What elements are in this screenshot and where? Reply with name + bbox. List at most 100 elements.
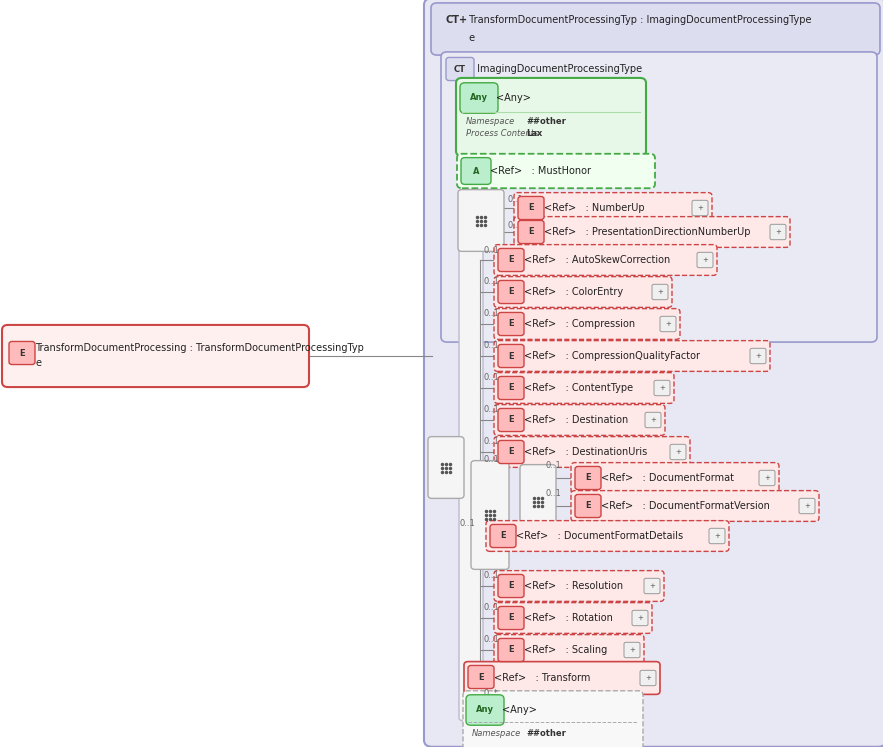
FancyBboxPatch shape [9,341,35,365]
Text: <Ref>   : DestinationUris: <Ref> : DestinationUris [524,447,647,457]
Text: +: + [755,353,761,359]
Text: E: E [528,203,534,212]
FancyBboxPatch shape [486,521,729,551]
Text: E: E [500,532,506,541]
FancyBboxPatch shape [466,695,504,725]
Text: <Any>: <Any> [496,93,531,103]
Text: E: E [509,255,514,264]
Text: 0..1: 0..1 [484,571,500,580]
Text: E: E [528,228,534,237]
FancyBboxPatch shape [498,607,524,630]
FancyBboxPatch shape [520,465,556,539]
Text: 0..1: 0..1 [484,277,500,287]
FancyBboxPatch shape [759,471,775,486]
FancyBboxPatch shape [471,461,509,569]
Text: <Ref>   : Destination: <Ref> : Destination [524,415,628,425]
Text: CT+: CT+ [445,15,467,25]
FancyBboxPatch shape [457,154,655,188]
Text: E: E [509,645,514,654]
Text: <Ref>   : Resolution: <Ref> : Resolution [524,581,623,591]
Text: E: E [509,288,514,297]
Text: <Ref>   : Compression: <Ref> : Compression [524,319,635,329]
Text: ##other: ##other [526,728,566,737]
FancyBboxPatch shape [424,0,883,747]
FancyBboxPatch shape [498,249,524,272]
Text: <Ref>   : Scaling: <Ref> : Scaling [524,645,608,655]
FancyBboxPatch shape [514,217,790,247]
Text: E: E [509,415,514,424]
Text: E: E [509,320,514,329]
FancyBboxPatch shape [494,309,680,339]
FancyBboxPatch shape [498,312,524,335]
Text: +: + [804,503,810,509]
FancyBboxPatch shape [459,246,483,721]
Text: E: E [509,352,514,361]
FancyBboxPatch shape [460,83,498,114]
Text: E: E [509,613,514,622]
Text: E: E [585,474,591,483]
FancyBboxPatch shape [498,574,524,598]
Text: +: + [714,533,720,539]
Text: 0..1: 0..1 [484,438,500,447]
FancyBboxPatch shape [654,380,670,396]
FancyBboxPatch shape [692,200,708,216]
Text: <Ref>   : PresentationDirectionNumberUp: <Ref> : PresentationDirectionNumberUp [544,227,751,237]
FancyBboxPatch shape [645,412,661,428]
FancyBboxPatch shape [494,571,664,601]
Text: 0..1: 0..1 [484,636,500,645]
Text: 0..1: 0..1 [460,519,476,528]
FancyBboxPatch shape [632,610,648,626]
FancyBboxPatch shape [571,491,819,521]
Text: +: + [650,417,656,423]
Text: +: + [764,475,770,481]
Text: +: + [675,449,681,455]
Text: <Ref>   : DocumentFormatVersion: <Ref> : DocumentFormatVersion [601,501,770,511]
Text: TransformDocumentProcessingTyp : ImagingDocumentProcessingType: TransformDocumentProcessingTyp : Imaging… [466,15,811,25]
FancyBboxPatch shape [490,524,516,548]
FancyBboxPatch shape [498,409,524,432]
FancyBboxPatch shape [498,441,524,464]
FancyBboxPatch shape [799,498,815,514]
Text: E: E [509,447,514,456]
FancyBboxPatch shape [458,190,504,252]
Text: +: + [637,615,643,621]
FancyBboxPatch shape [494,244,717,276]
Text: 0..*: 0..* [484,689,499,698]
Text: <Ref>   : CompressionQualityFactor: <Ref> : CompressionQualityFactor [524,351,700,361]
Text: 0..1: 0..1 [484,309,500,318]
Text: <Ref>   : ContentType: <Ref> : ContentType [524,383,633,393]
Text: TransformDocumentProcessing : TransformDocumentProcessingTyp: TransformDocumentProcessing : TransformD… [35,343,364,353]
FancyBboxPatch shape [494,436,690,468]
Text: +: + [702,257,708,263]
Text: +: + [665,321,671,327]
FancyBboxPatch shape [463,691,643,747]
FancyBboxPatch shape [468,666,494,689]
Text: Any: Any [476,705,494,714]
FancyBboxPatch shape [494,373,674,403]
FancyBboxPatch shape [498,376,524,400]
Text: +: + [659,385,665,391]
FancyBboxPatch shape [518,220,544,244]
Text: e: e [466,33,475,43]
Text: <Ref>   : NumberUp: <Ref> : NumberUp [544,203,645,213]
Text: Namespace: Namespace [472,728,521,737]
Text: <Ref>   : DocumentFormatDetails: <Ref> : DocumentFormatDetails [516,531,683,541]
FancyBboxPatch shape [446,58,474,81]
Text: <Ref>   : ColorEntry: <Ref> : ColorEntry [524,287,623,297]
FancyBboxPatch shape [644,578,660,594]
FancyBboxPatch shape [494,635,644,666]
FancyBboxPatch shape [518,196,544,220]
FancyBboxPatch shape [571,462,779,493]
FancyBboxPatch shape [431,3,880,55]
Text: +: + [657,289,663,295]
Text: +: + [775,229,781,235]
FancyBboxPatch shape [514,193,712,223]
FancyBboxPatch shape [456,78,646,156]
Text: CT: CT [454,64,466,73]
FancyBboxPatch shape [498,280,524,303]
Text: Process Contents: Process Contents [466,128,539,137]
Text: e: e [35,358,41,368]
Text: E: E [585,501,591,510]
FancyBboxPatch shape [660,316,676,332]
Text: +: + [649,583,655,589]
